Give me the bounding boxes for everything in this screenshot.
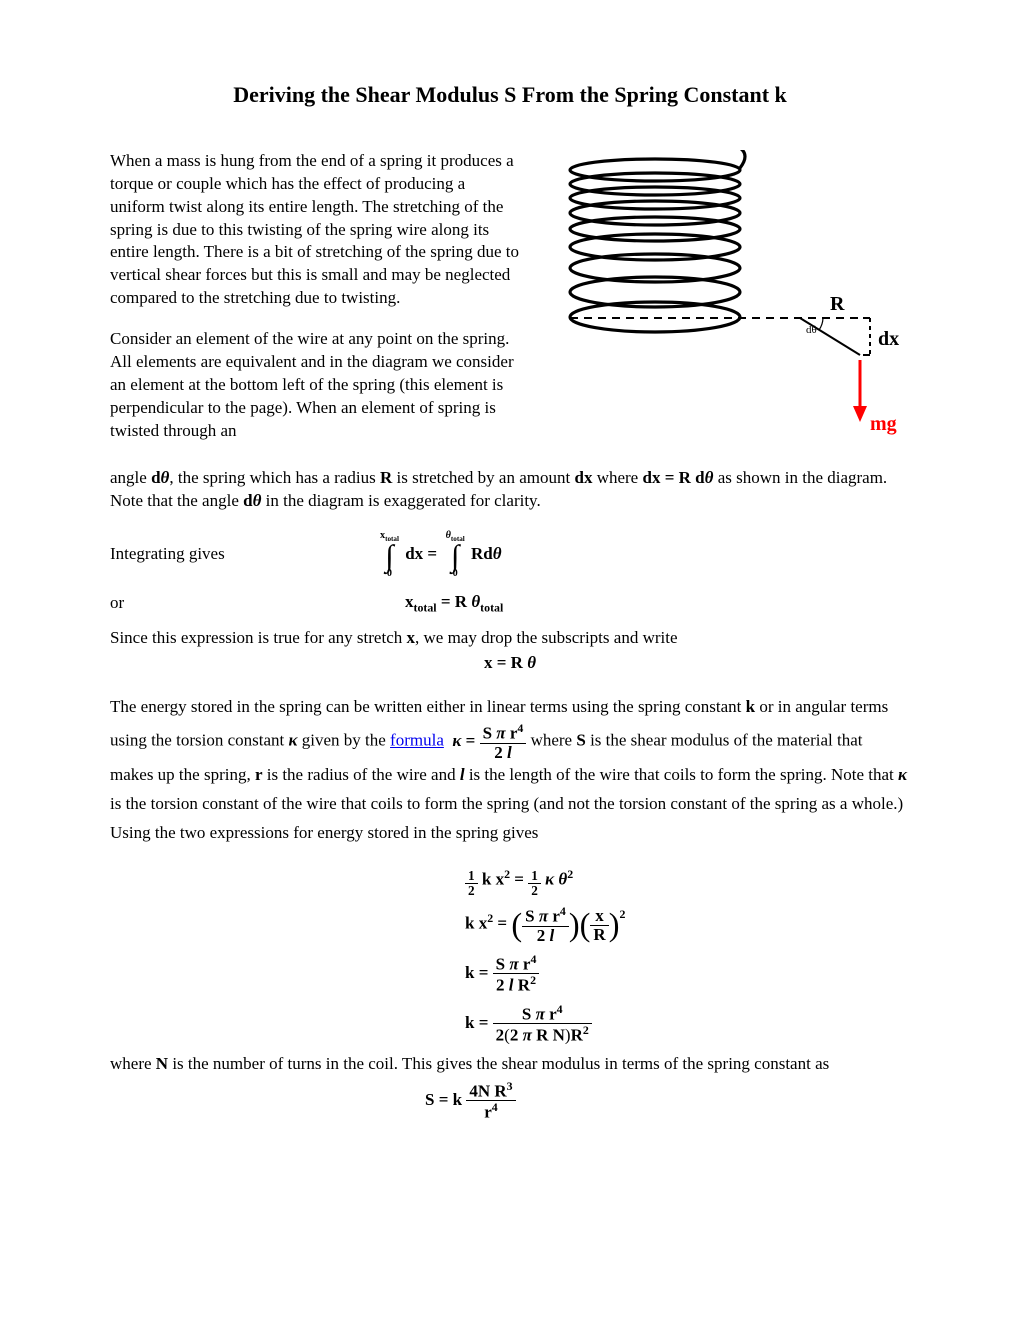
or-row: or xtotal = R θtotal: [110, 591, 910, 615]
final-eq-row: S = k 4N R3r4: [110, 1080, 910, 1122]
paragraph-6: where N is the number of turns in the co…: [110, 1053, 910, 1076]
paragraph-5: The energy stored in the spring can be w…: [110, 693, 910, 848]
derivation-block: 12 k x2 = 12 κ θ2 k x2 = (S π r42 l)(xR)…: [465, 866, 910, 1045]
paragraph-3: angle dθ, the spring which has a radius …: [110, 467, 910, 513]
formula-link[interactable]: formula: [390, 731, 444, 750]
paragraph-4: Since this expression is true for any st…: [110, 627, 910, 650]
dx-label: dx: [878, 328, 899, 350]
dtheta-label: dθ: [806, 324, 817, 336]
eq-x-rtheta: x = R θ: [110, 652, 910, 675]
integral-row: Integrating gives xtotal∫0 dx = θtotal∫0…: [110, 531, 910, 579]
spring-diagram: R dθ dx mg: [540, 150, 910, 457]
page-title: Deriving the Shear Modulus S From the Sp…: [110, 80, 910, 110]
r-label: R: [830, 293, 845, 315]
mg-label: mg: [870, 413, 897, 435]
